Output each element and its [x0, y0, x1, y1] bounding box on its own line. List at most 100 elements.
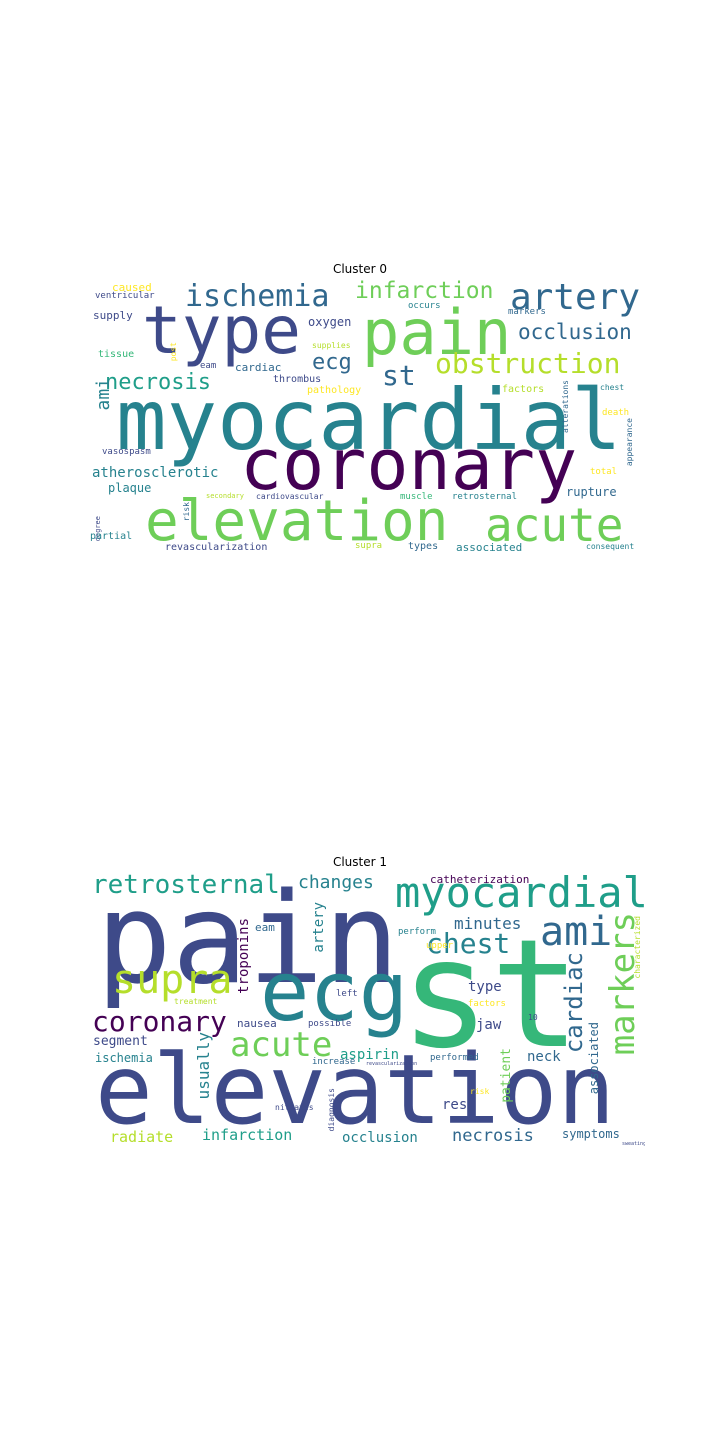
word: revascularization — [366, 1061, 418, 1067]
word: aspirin — [340, 1047, 400, 1063]
word: ami — [540, 909, 613, 955]
word: jaw — [476, 1017, 502, 1033]
word: vasospasm — [102, 447, 151, 457]
word: post — [169, 342, 178, 362]
word: markers — [508, 307, 546, 317]
word: troponins — [236, 918, 252, 994]
word: tissue — [98, 349, 135, 360]
word: artery — [311, 902, 327, 953]
word: occurs — [408, 301, 441, 311]
word: ami — [93, 378, 114, 411]
word: pathology — [307, 385, 362, 396]
cluster-0-wordcloud: myocardial coronary elevation acute pain… — [90, 280, 645, 560]
word: segment — [93, 1034, 148, 1049]
word: factors — [502, 384, 545, 395]
word: cardiac — [235, 361, 282, 374]
word: cardiac — [560, 952, 588, 1054]
word: total — [590, 467, 618, 477]
word: supply — [93, 309, 133, 322]
word: ischemia — [185, 280, 330, 314]
word: type — [142, 292, 301, 369]
word: possible — [308, 1019, 352, 1029]
word: st — [382, 359, 416, 392]
word: thrombus — [273, 374, 322, 385]
word: acute — [485, 498, 624, 552]
word: partial — [90, 531, 133, 542]
cluster-1-title: Cluster 1 — [332, 855, 388, 869]
word: alterations — [561, 380, 570, 433]
word: performed — [430, 1053, 479, 1063]
word: supplies — [312, 341, 351, 350]
word: diagnosis — [327, 1088, 336, 1132]
word: treatment — [174, 997, 218, 1006]
word: coronary — [240, 424, 578, 506]
word: upper — [426, 941, 454, 951]
word: symptoms — [562, 1127, 620, 1141]
word: pain — [362, 296, 512, 369]
word: ventricular — [95, 291, 155, 301]
word: rupture — [566, 485, 617, 499]
word: supra — [112, 957, 233, 1003]
cluster-1-wordcloud: pain elevation st ecg myocardial retrost… — [90, 872, 645, 1152]
word: appearance — [625, 418, 634, 467]
word: elevation — [95, 1034, 616, 1146]
word: necrosis — [452, 1126, 534, 1146]
word: caused — [112, 281, 152, 294]
word: associated — [456, 541, 523, 554]
word: risk — [470, 1087, 490, 1096]
word: 10 — [528, 1013, 538, 1022]
word: revascularization — [165, 542, 268, 553]
word: eam — [200, 361, 217, 371]
word: elevation — [145, 489, 449, 554]
word: catheterization — [430, 873, 530, 886]
word: plaque — [108, 481, 152, 495]
word: atherosclerotic — [92, 465, 219, 481]
word: changes — [298, 872, 374, 893]
word: nausea — [237, 1017, 277, 1030]
word: radiate — [110, 1128, 174, 1146]
cluster-0-title: Cluster 0 — [332, 262, 388, 276]
word: cardiovascular — [256, 492, 324, 501]
word: chest — [426, 927, 511, 960]
word: perform — [398, 927, 436, 937]
word: chest — [600, 383, 625, 392]
word: obstruction — [435, 347, 621, 380]
word: left — [336, 989, 358, 999]
word: infarction — [202, 1126, 293, 1144]
word: artery — [510, 280, 641, 318]
word: patient — [499, 1048, 514, 1103]
word: eam — [255, 921, 275, 934]
word: infarction — [355, 280, 494, 304]
word: supra — [355, 541, 383, 551]
word: pain — [96, 872, 400, 1012]
word: ecg — [312, 350, 352, 375]
word: ecg — [260, 945, 409, 1040]
word: secondary — [206, 492, 244, 500]
word: acute — [230, 1025, 333, 1065]
word: ischemia — [95, 1051, 153, 1065]
word: usually — [194, 1032, 213, 1100]
word: sweating — [622, 1141, 645, 1147]
word: retrosternal — [452, 492, 518, 502]
word: occlusion — [342, 1130, 418, 1146]
word: types — [408, 541, 439, 552]
word: factors — [468, 999, 506, 1009]
word: rest — [442, 1097, 476, 1113]
word: neck — [527, 1049, 561, 1065]
word: type — [468, 979, 502, 995]
word: occlusion — [518, 320, 632, 344]
word: death — [602, 408, 630, 418]
word: muscle — [400, 492, 433, 502]
word: characterized — [633, 916, 642, 979]
word: consequent — [586, 542, 635, 551]
word: minutes — [454, 914, 522, 933]
word: risk — [182, 502, 191, 522]
word: retrosternal — [92, 872, 280, 900]
word: myocardial — [116, 371, 622, 469]
word: coronary — [92, 1005, 227, 1038]
word: nitrates — [275, 1103, 314, 1112]
word: myocardial — [395, 872, 645, 917]
word: associated — [587, 1022, 601, 1095]
word: increase — [312, 1057, 356, 1067]
word: necrosis — [105, 370, 211, 395]
